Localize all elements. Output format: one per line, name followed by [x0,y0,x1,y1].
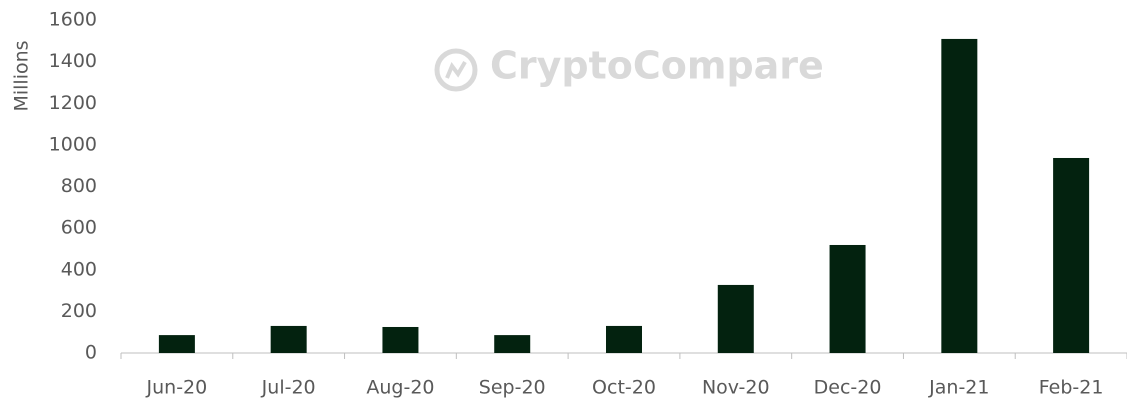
x-tick-label: Jun-20 [146,377,208,399]
bar [382,326,419,353]
x-tick-label: Oct-20 [592,377,656,399]
y-tick-label: 600 [61,217,97,239]
x-tick-label: Jan-21 [928,377,989,399]
y-tick-label: 1200 [49,92,97,114]
y-tick-label: 200 [61,300,97,322]
x-tick-label: Feb-21 [1039,377,1104,399]
bar [1053,157,1090,353]
y-tick-label: 0 [85,342,97,364]
y-tick-label: 1600 [49,9,97,31]
bar [829,244,866,353]
bar [606,325,642,353]
y-tick-label: 1400 [49,50,97,72]
y-axis-label: Millions [11,40,33,111]
bar [941,38,978,354]
y-tick-label: 400 [61,258,97,280]
watermark: CryptoCompare [490,44,824,88]
watermark-icon-line [445,60,467,79]
bar [717,284,754,353]
x-tick-label: Nov-20 [702,377,770,399]
bar [494,335,531,353]
bar [158,335,195,353]
x-tick-label: Aug-20 [366,377,434,399]
y-tick-label: 1000 [49,133,97,155]
watermark-icon [434,48,478,92]
x-tick-label: Jul-20 [261,377,316,399]
y-tick-label: 800 [61,175,97,197]
watermark-logo [434,48,478,92]
x-tick-label: Dec-20 [814,377,882,399]
x-tick-label: Sep-20 [479,377,546,399]
bar [270,325,307,353]
